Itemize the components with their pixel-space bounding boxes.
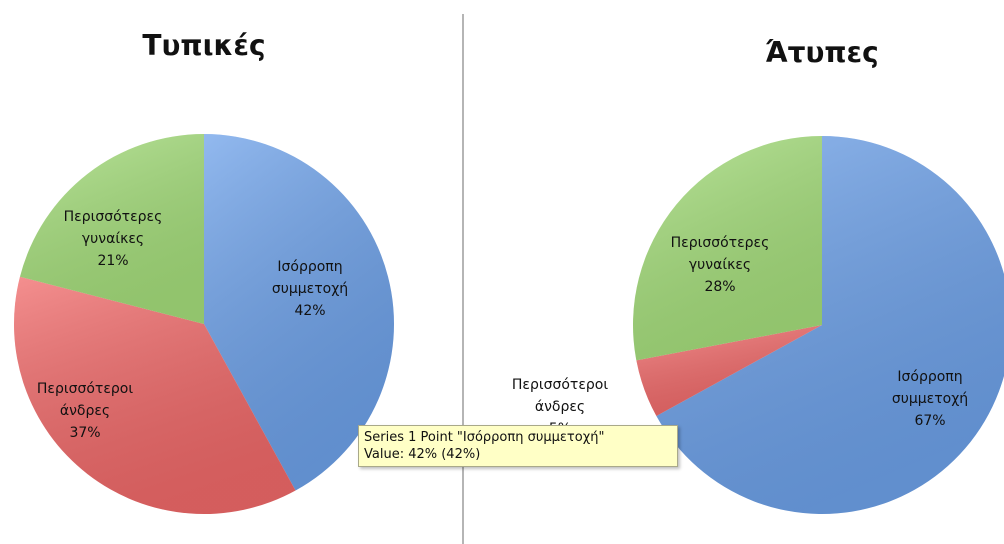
chart-title: Τυπικές [142,29,265,62]
category-label: Περισσότερες γυναίκες [63,209,163,247]
tooltip-line: Series 1 Point "Ισόρροπη συμμετοχή" [364,430,605,445]
category-label: Περισσότεροι άνδρες [511,377,609,415]
category-label: Περισσότεροι άνδρες [36,381,134,419]
slice-shade [656,136,1004,514]
slice-label: Ισόρροπη συμμετοχή 42% [235,256,385,322]
slice-shade [19,134,204,324]
chart-title: Άτυπες [765,36,878,69]
value-label: 28% [704,279,736,295]
tooltip: Series 1 Point "Ισόρροπη συμμετοχή" Valu… [358,425,678,467]
category-label: Ισόρροπη συμμετοχή [271,259,349,297]
slice-shade [636,325,822,417]
slice-shade [633,136,822,361]
category-label: Ισόρροπη συμμετοχή [891,369,969,407]
tooltip-line: Value: 42% (42%) [364,447,481,462]
value-label: 21% [97,253,129,269]
value-label: 37% [69,425,101,441]
slice-label: Περισσότερες γυναίκες 21% [38,206,188,272]
slice-label: Ισόρροπη συμμετοχή 67% [855,366,1004,432]
category-label: Περισσότερες γυναίκες [670,235,770,273]
slice-label: Περισσότεροι άνδρες 37% [10,378,160,444]
slice-label: Περισσότερες γυναίκες 28% [645,232,795,298]
value-label: 67% [914,413,946,429]
value-label: 42% [294,303,326,319]
slice-shade [204,134,395,491]
slice-shade [14,276,296,514]
